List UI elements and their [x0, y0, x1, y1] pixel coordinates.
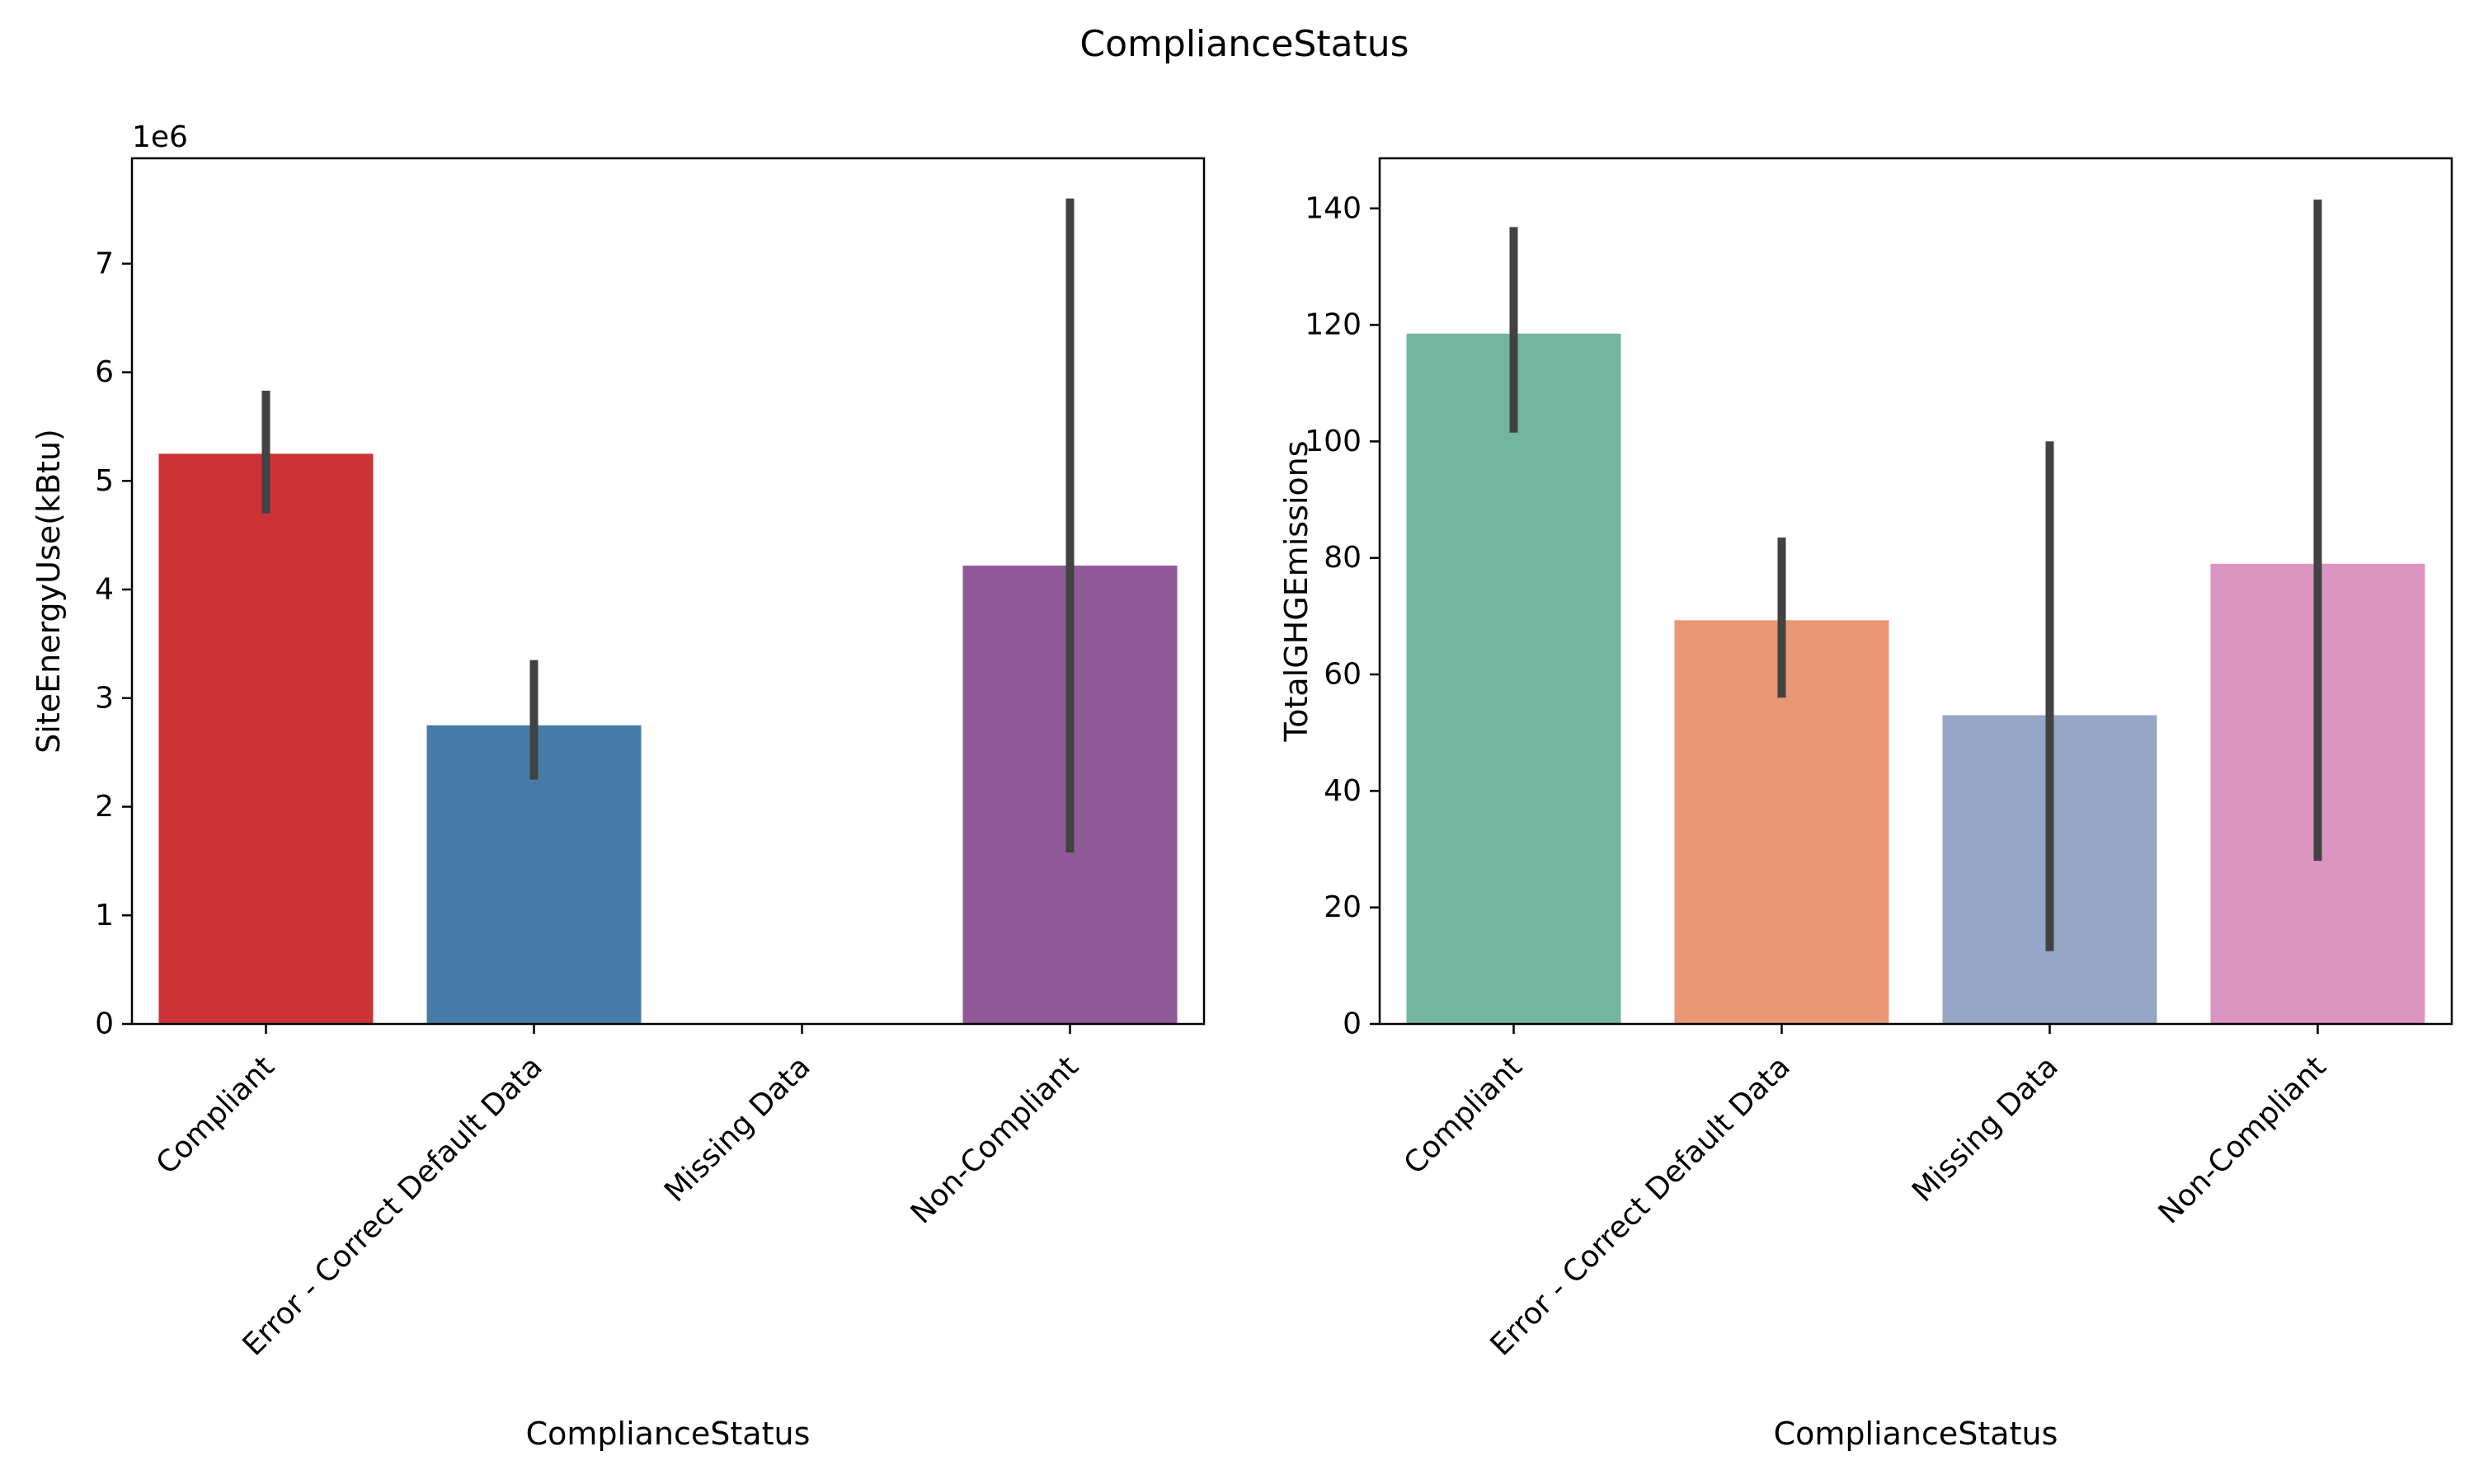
x-tick-label: Compliant: [150, 1050, 281, 1181]
y-tick-label: 0: [95, 1007, 114, 1041]
x-tick-label: Compliant: [1398, 1050, 1529, 1181]
y-tick-label: 3: [95, 681, 114, 715]
y-axis-label: SiteEnergyUse(kBtu): [31, 429, 67, 754]
x-axis-label: ComplianceStatus: [1774, 1416, 2058, 1452]
axes-frame: [1378, 157, 2453, 1026]
y-tick-label: 6: [95, 355, 114, 389]
y-tick-label: 80: [1324, 541, 1362, 575]
x-tick-label: Missing Data: [658, 1050, 817, 1209]
x-tick-label: Missing Data: [1906, 1050, 2065, 1209]
y-tick-label: 2: [95, 790, 114, 824]
bar-compliant: [158, 453, 374, 1024]
x-axis-label: ComplianceStatus: [526, 1416, 811, 1452]
y-tick-label: 20: [1324, 890, 1362, 924]
y-tick-label: 4: [95, 573, 114, 607]
y-offset-label: 1e6: [132, 120, 188, 154]
y-tick-label: 100: [1305, 425, 1362, 458]
x-tick-label: Non-Compliant: [905, 1050, 1085, 1230]
y-axis-label: TotalGHGEmissions: [1278, 440, 1315, 742]
y-tick-label: 7: [95, 247, 114, 280]
y-tick-label: 1: [95, 899, 114, 932]
x-tick-label: Error - Correct Default Data: [237, 1050, 549, 1362]
bar-compliant: [1406, 333, 1621, 1024]
y-tick-label: 40: [1324, 774, 1362, 808]
figure-title: ComplianceStatus: [1079, 23, 1409, 65]
x-tick-label: Error - Correct Default Data: [1484, 1050, 1797, 1362]
y-tick-label: 120: [1305, 308, 1362, 342]
y-tick-label: 140: [1305, 191, 1362, 225]
y-tick-label: 5: [95, 464, 114, 498]
y-tick-label: 0: [1343, 1007, 1362, 1041]
x-tick-label: Non-Compliant: [2152, 1050, 2333, 1230]
axes-frame: [130, 157, 1206, 1026]
y-tick-label: 60: [1324, 658, 1362, 692]
